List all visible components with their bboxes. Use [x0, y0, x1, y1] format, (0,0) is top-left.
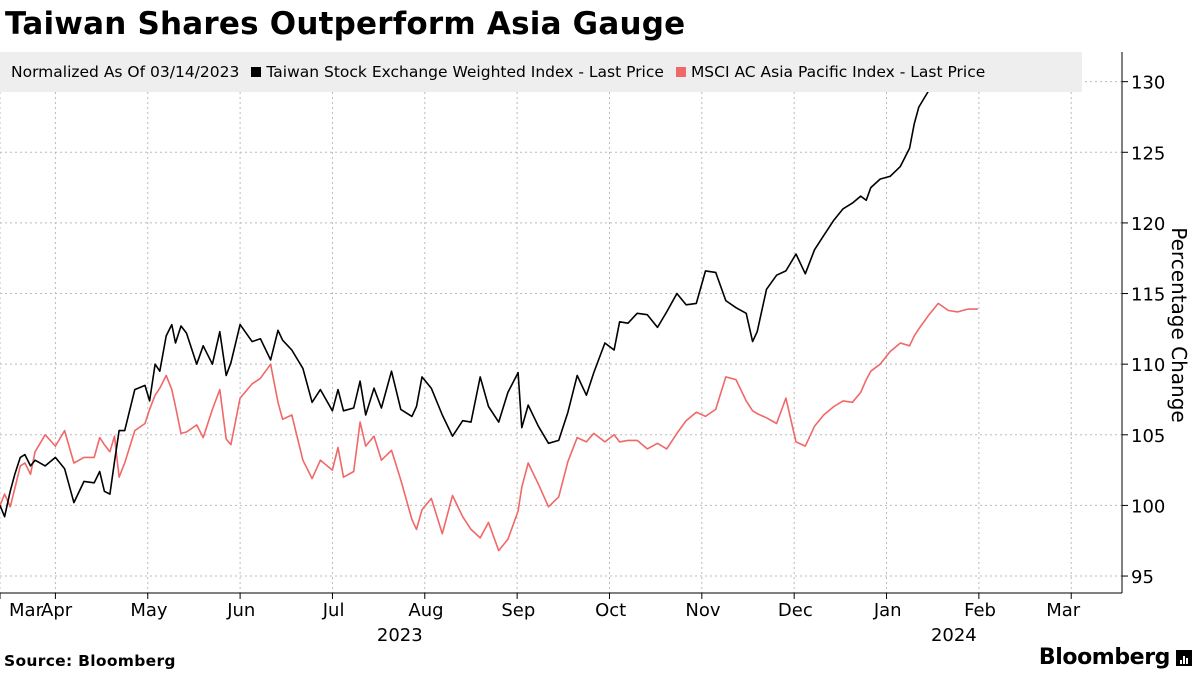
- x-tick-label: Sep: [501, 600, 535, 621]
- legend-note-text: Normalized As Of 03/14/2023: [11, 63, 240, 81]
- gridlines: [0, 52, 1122, 593]
- legend-label-msci: MSCI AC Asia Pacific Index - Last Price: [690, 63, 986, 81]
- x-tick-label: Feb: [964, 600, 996, 621]
- legend-item-taiwan: Taiwan Stock Exchange Weighted Index - L…: [251, 63, 664, 81]
- x-tick-label: Oct: [595, 600, 626, 621]
- x-tick-label: Apr: [41, 600, 73, 621]
- y-tick-label: 120: [1131, 214, 1165, 235]
- x-tick-label: Jan: [873, 600, 902, 621]
- x-tick-label: Jul: [322, 600, 345, 621]
- brand-text: Bloomberg: [1038, 645, 1171, 670]
- x-year-label: 2023: [377, 625, 423, 646]
- y-tick-label: 115: [1131, 285, 1165, 306]
- x-tick-label: Nov: [685, 600, 720, 621]
- legend: Normalized As Of 03/14/2023 Taiwan Stock…: [0, 52, 1082, 92]
- legend-note: Normalized As Of 03/14/2023: [11, 63, 239, 81]
- y-axis-label: Percentage Change: [1167, 227, 1191, 422]
- x-tick-label: Dec: [778, 600, 813, 621]
- x-tick-label: Mar: [1046, 600, 1081, 621]
- series-line-msci: [0, 302, 978, 552]
- bloomberg-logo: Bloomberg: [1039, 645, 1192, 670]
- y-tick-label: 100: [1131, 496, 1165, 517]
- source-note: Source: Bloomberg: [4, 652, 176, 670]
- chart-title: Taiwan Shares Outperform Asia Gauge: [5, 6, 686, 42]
- bloomberg-terminal-icon: [1176, 649, 1192, 666]
- series-line-taiwan: [0, 83, 958, 518]
- x-tick-label: Jun: [226, 600, 255, 621]
- legend-label-taiwan: Taiwan Stock Exchange Weighted Index - L…: [266, 63, 664, 81]
- y-tick-label: 130: [1131, 73, 1165, 94]
- x-tick-label: Mar: [9, 600, 44, 621]
- legend-swatch-taiwan: [251, 67, 262, 77]
- x-tick-label: May: [130, 600, 168, 621]
- x-year-label: 2024: [931, 625, 977, 646]
- y-tick-label: 110: [1131, 355, 1165, 376]
- y-tick-label: 105: [1131, 426, 1165, 447]
- y-tick-label: 125: [1131, 143, 1165, 164]
- x-tick-label: Aug: [408, 600, 443, 621]
- legend-swatch-msci: [675, 67, 686, 77]
- y-tick-label: 95: [1131, 567, 1154, 588]
- legend-item-msci: MSCI AC Asia Pacific Index - Last Price: [675, 63, 986, 81]
- series-lines: [0, 83, 978, 552]
